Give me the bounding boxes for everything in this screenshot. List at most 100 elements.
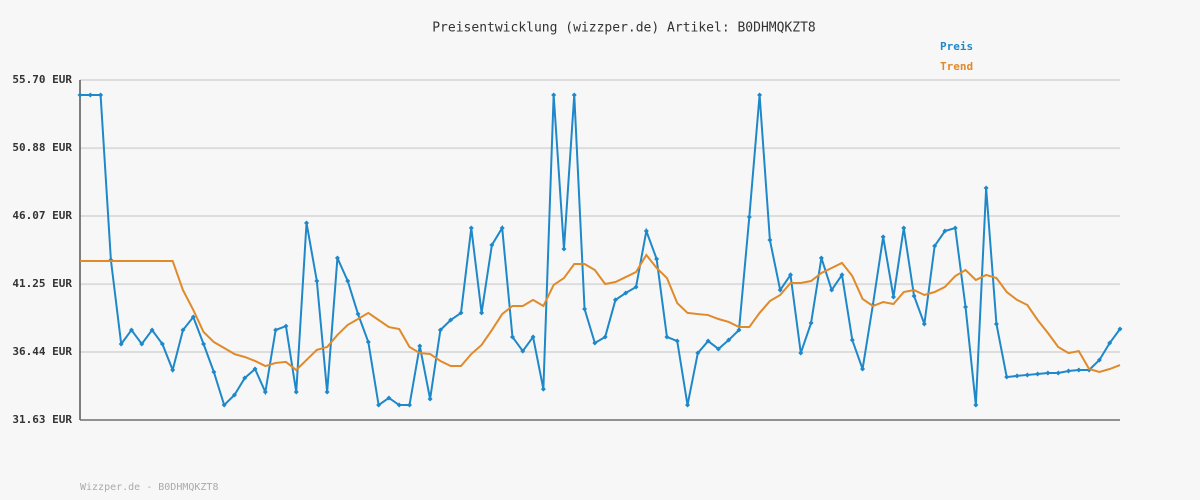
legend-label: Trend	[940, 60, 973, 73]
data-point	[674, 338, 680, 344]
data-point	[715, 346, 721, 352]
data-point	[509, 334, 515, 340]
data-point	[180, 327, 186, 333]
data-point	[540, 386, 546, 392]
data-point	[211, 369, 217, 375]
data-point	[386, 395, 392, 401]
data-point	[98, 92, 104, 98]
data-point	[365, 339, 371, 345]
series-line	[80, 253, 1121, 374]
data-point	[726, 337, 732, 343]
data-point	[242, 375, 248, 381]
data-point	[921, 321, 927, 327]
data-point	[1045, 370, 1051, 376]
data-point	[561, 246, 567, 252]
data-point	[633, 284, 639, 290]
data-point	[582, 306, 588, 312]
data-point	[314, 278, 320, 284]
data-point	[1035, 371, 1041, 377]
data-point	[592, 340, 598, 346]
data-point	[489, 242, 495, 248]
chart-title: Preisentwicklung (wizzper.de) Artikel: B…	[432, 21, 816, 36]
data-point	[1004, 374, 1010, 380]
data-point	[643, 228, 649, 234]
legend-label: Preis	[940, 40, 973, 53]
data-point	[746, 214, 752, 220]
data-point	[396, 402, 402, 408]
data-point	[952, 225, 958, 231]
data-point	[705, 338, 711, 344]
data-point	[1055, 370, 1061, 376]
data-point	[520, 348, 526, 354]
footer: Wizzper.de - B0DHMQKZT8	[80, 482, 218, 493]
data-point	[128, 327, 134, 333]
data-point	[757, 92, 763, 98]
data-point	[880, 234, 886, 240]
y-tick-label: 41.25 EUR	[12, 277, 72, 290]
data-point	[170, 367, 176, 373]
data-point	[860, 366, 866, 372]
data-point	[376, 402, 382, 408]
data-point	[499, 225, 505, 231]
y-tick-label: 31.63 EUR	[12, 413, 72, 426]
data-point	[849, 337, 855, 343]
data-point	[201, 341, 207, 347]
data-point	[623, 290, 629, 296]
data-point	[118, 341, 124, 347]
data-point	[530, 334, 536, 340]
data-point	[777, 287, 783, 293]
data-point	[293, 389, 299, 395]
data-point	[612, 297, 618, 303]
data-point	[901, 225, 907, 231]
data-point	[221, 402, 227, 408]
data-point	[767, 237, 773, 243]
data-point	[324, 389, 330, 395]
data-point	[139, 341, 145, 347]
data-point	[231, 392, 237, 398]
data-point	[304, 220, 310, 226]
data-point	[407, 402, 413, 408]
data-point	[77, 92, 83, 98]
data-point	[942, 228, 948, 234]
data-point	[808, 320, 814, 326]
data-point	[479, 310, 485, 316]
data-point	[983, 185, 989, 191]
data-point	[695, 350, 701, 356]
data-point	[818, 255, 824, 261]
data-point	[1024, 372, 1030, 378]
data-point	[839, 272, 845, 278]
data-point	[149, 327, 155, 333]
data-point	[437, 327, 443, 333]
data-point	[571, 92, 577, 98]
data-point	[448, 317, 454, 323]
data-point	[334, 255, 340, 261]
data-point	[973, 402, 979, 408]
data-point	[664, 334, 670, 340]
data-point	[252, 366, 258, 372]
data-point	[1117, 326, 1123, 332]
data-point	[273, 327, 279, 333]
data-point	[736, 327, 742, 333]
data-point	[427, 396, 433, 402]
data-point	[417, 343, 423, 349]
data-point	[262, 389, 268, 395]
data-point	[159, 341, 165, 347]
data-point	[654, 256, 660, 262]
data-point	[1066, 368, 1072, 374]
data-point	[1076, 367, 1082, 373]
data-point	[458, 310, 464, 316]
data-point	[890, 294, 896, 300]
data-point	[993, 321, 999, 327]
data-point	[283, 323, 289, 329]
data-point	[602, 334, 608, 340]
data-point	[787, 272, 793, 278]
y-tick-label: 36.44 EUR	[12, 345, 72, 358]
data-point	[932, 243, 938, 249]
data-point	[798, 350, 804, 356]
data-point	[468, 225, 474, 231]
y-tick-label: 46.07 EUR	[12, 209, 72, 222]
data-point	[829, 287, 835, 293]
data-point	[190, 314, 196, 320]
